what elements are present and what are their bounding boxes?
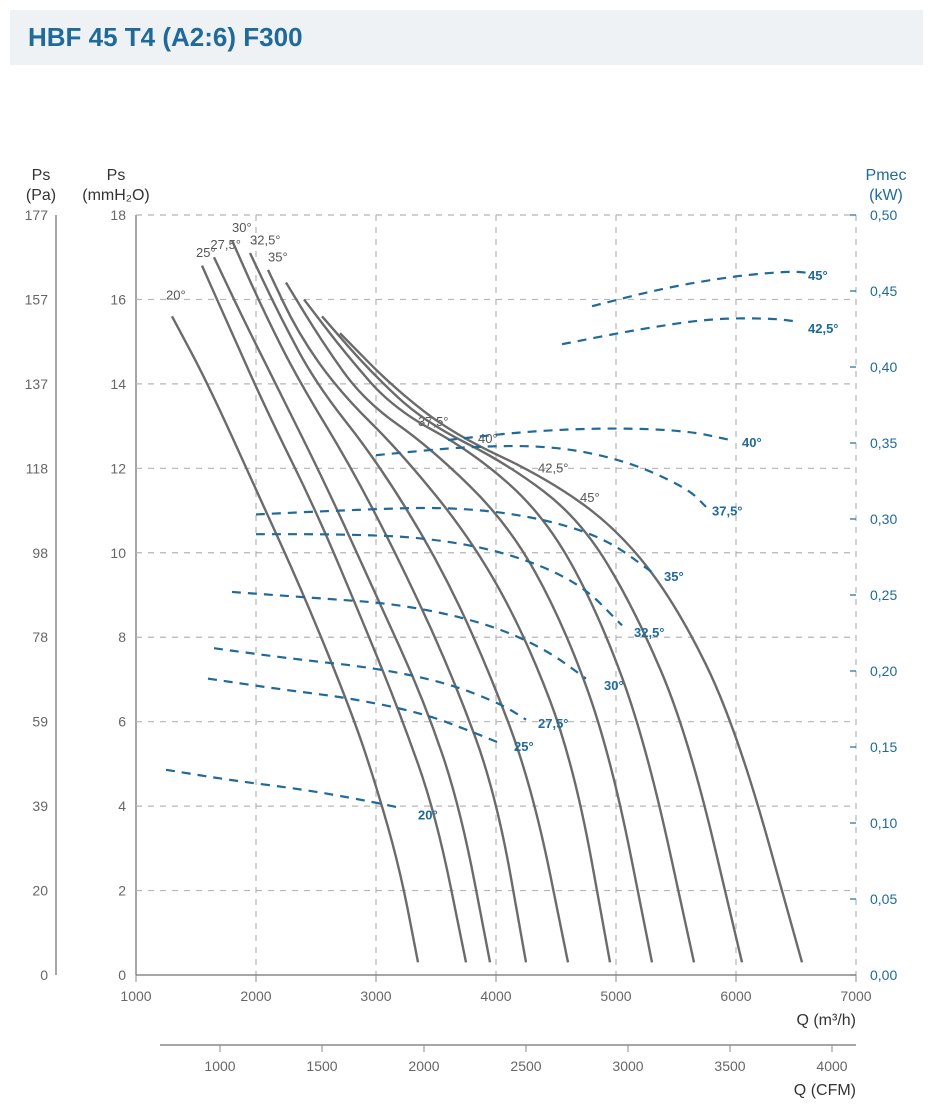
svg-text:98: 98 [32, 545, 48, 561]
svg-text:0,50: 0,50 [870, 207, 897, 223]
svg-text:20°: 20° [418, 807, 438, 822]
svg-text:42,5°: 42,5° [808, 321, 839, 336]
svg-text:39: 39 [32, 798, 48, 814]
svg-text:42,5°: 42,5° [538, 461, 569, 476]
svg-text:18: 18 [110, 207, 126, 223]
svg-text:16: 16 [110, 291, 126, 307]
svg-text:3500: 3500 [714, 1058, 745, 1074]
svg-text:2: 2 [118, 883, 126, 899]
fan-chart: Ps(Pa)Ps(mmH₂O)Pmec(kW)02039597898118137… [6, 85, 926, 1105]
svg-text:Ps: Ps [32, 167, 51, 184]
svg-text:Ps: Ps [107, 167, 126, 184]
svg-text:0,45: 0,45 [870, 283, 897, 299]
svg-text:27,5°: 27,5° [538, 716, 569, 731]
svg-text:118: 118 [26, 460, 49, 476]
svg-text:(Pa): (Pa) [26, 187, 56, 204]
svg-text:45°: 45° [808, 268, 828, 283]
svg-text:2000: 2000 [240, 988, 271, 1004]
svg-text:6000: 6000 [720, 988, 751, 1004]
svg-text:32,5°: 32,5° [250, 233, 281, 248]
svg-text:Q (m³/h): Q (m³/h) [796, 1012, 856, 1029]
svg-text:0,20: 0,20 [870, 663, 897, 679]
svg-text:78: 78 [32, 629, 48, 645]
svg-text:30°: 30° [232, 220, 252, 235]
svg-text:7000: 7000 [840, 988, 871, 1004]
svg-text:25°: 25° [514, 739, 534, 754]
svg-text:1000: 1000 [120, 988, 151, 1004]
svg-text:40°: 40° [478, 431, 498, 446]
svg-text:0,35: 0,35 [870, 435, 897, 451]
svg-text:2000: 2000 [408, 1058, 439, 1074]
svg-text:35°: 35° [664, 569, 684, 584]
svg-text:20: 20 [32, 883, 48, 899]
svg-text:Q (CFM): Q (CFM) [794, 1082, 856, 1099]
svg-text:30°: 30° [604, 678, 624, 693]
title-bar: HBF 45 T4 (A2:6) F300 [10, 10, 923, 65]
svg-text:3000: 3000 [612, 1058, 643, 1074]
svg-text:177: 177 [25, 207, 49, 223]
svg-text:45°: 45° [580, 490, 600, 505]
svg-text:157: 157 [25, 291, 49, 307]
svg-text:0,00: 0,00 [870, 967, 897, 983]
svg-text:4000: 4000 [816, 1058, 847, 1074]
svg-text:32,5°: 32,5° [634, 625, 665, 640]
svg-text:4: 4 [118, 798, 126, 814]
svg-text:20°: 20° [166, 287, 186, 302]
svg-text:0,25: 0,25 [870, 587, 897, 603]
svg-text:3000: 3000 [360, 988, 391, 1004]
svg-text:12: 12 [110, 460, 126, 476]
svg-text:6: 6 [118, 714, 126, 730]
svg-text:59: 59 [32, 714, 48, 730]
svg-text:0,15: 0,15 [870, 739, 897, 755]
svg-text:4000: 4000 [480, 988, 511, 1004]
svg-text:35°: 35° [268, 249, 288, 264]
svg-text:0,30: 0,30 [870, 511, 897, 527]
svg-text:0: 0 [40, 967, 48, 983]
svg-text:0: 0 [118, 967, 126, 983]
chart-title: HBF 45 T4 (A2:6) F300 [28, 22, 905, 53]
svg-text:0,40: 0,40 [870, 359, 897, 375]
svg-text:8: 8 [118, 629, 126, 645]
svg-text:0,05: 0,05 [870, 891, 897, 907]
svg-text:10: 10 [110, 545, 126, 561]
svg-text:1000: 1000 [204, 1058, 235, 1074]
svg-text:0,10: 0,10 [870, 815, 897, 831]
svg-text:137: 137 [25, 376, 49, 392]
svg-text:(kW): (kW) [869, 187, 903, 204]
svg-text:40°: 40° [742, 435, 762, 450]
svg-text:5000: 5000 [600, 988, 631, 1004]
chart-svg: Ps(Pa)Ps(mmH₂O)Pmec(kW)02039597898118137… [6, 85, 926, 1105]
svg-text:1500: 1500 [306, 1058, 337, 1074]
svg-text:Pmec: Pmec [866, 167, 907, 184]
svg-text:(mmH₂O): (mmH₂O) [82, 187, 150, 204]
svg-text:37,5°: 37,5° [712, 503, 743, 518]
svg-text:2500: 2500 [510, 1058, 541, 1074]
svg-text:14: 14 [110, 376, 126, 392]
